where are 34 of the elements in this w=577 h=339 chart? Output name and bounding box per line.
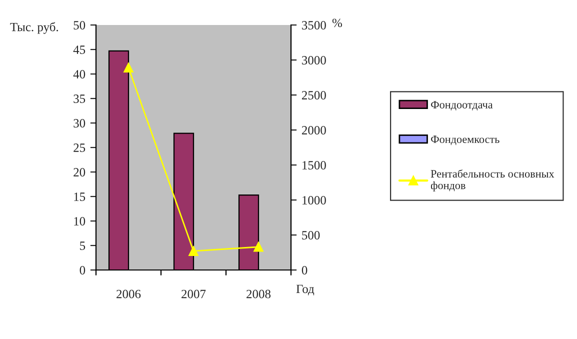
legend-label: Фондоемкость xyxy=(431,136,500,146)
y-tick-label: 10 xyxy=(74,217,86,226)
bar xyxy=(238,194,260,270)
y2-tick-label: 2000 xyxy=(302,126,326,134)
y-tick-label: 25 xyxy=(74,144,86,152)
point xyxy=(124,62,134,73)
y2-tick-label: 2500 xyxy=(302,91,326,100)
bar xyxy=(173,132,194,270)
y2-tick-label: 1000 xyxy=(302,196,326,204)
point xyxy=(254,242,264,252)
y-tick-label: 50 xyxy=(74,21,86,30)
x-axis-title: Год xyxy=(296,284,314,296)
y2-axis-title: % xyxy=(332,18,342,28)
legend-label: Фондоотдача xyxy=(431,101,493,110)
y-tick-label: 45 xyxy=(73,46,86,54)
y2-tick-label: 3000 xyxy=(302,56,326,64)
y-tick-label: 20 xyxy=(74,168,86,176)
x-tick-label: 2006 xyxy=(116,290,141,298)
y-tick-label: 35 xyxy=(74,94,86,103)
bar xyxy=(108,50,130,270)
y2-tick-label: 500 xyxy=(302,231,320,240)
point xyxy=(188,246,198,256)
y2-tick-label: 3500 xyxy=(302,21,326,30)
y-tick-label: 30 xyxy=(74,119,86,128)
y-tick-label: 15 xyxy=(74,192,86,201)
y-tick-label: 0 xyxy=(80,266,86,274)
x-tick-label: 2008 xyxy=(246,290,271,298)
y-tick-label: 5 xyxy=(80,242,86,250)
y2-tick-label: 0 xyxy=(302,266,308,274)
y-axis-title: Тыс. руб. xyxy=(10,22,58,34)
legend-label: Рентабельность основных фондов xyxy=(430,170,554,192)
y-tick-label: 40 xyxy=(73,70,86,78)
y2-tick-label: 1500 xyxy=(302,161,326,170)
x-tick-label: 2007 xyxy=(182,290,206,298)
